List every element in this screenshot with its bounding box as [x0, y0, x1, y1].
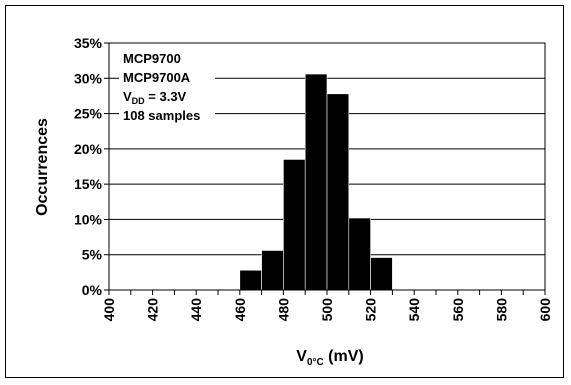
histogram-bar — [304, 73, 328, 291]
annotation-block: MCP9700 MCP9700A VDD = 3.3V 108 samples — [119, 45, 215, 127]
histogram-bar — [283, 159, 306, 291]
histogram-bars — [239, 73, 393, 291]
y-tick-label: 35% — [74, 35, 103, 51]
x-tick-label: 540 — [406, 298, 422, 322]
axes — [104, 42, 546, 295]
x-tick-label: 500 — [319, 298, 335, 322]
y-tick-label: 5% — [82, 247, 103, 263]
annotation-background — [119, 45, 215, 127]
histogram-bar — [261, 250, 284, 291]
x-tick-label: 520 — [363, 298, 379, 322]
y-tick-labels: 0% 5% 10% 15% 20% 25% 30% 35% — [74, 35, 103, 298]
x-tick-label: 580 — [493, 298, 509, 322]
x-tick-label: 480 — [275, 298, 291, 322]
x-tick-label: 400 — [101, 298, 117, 322]
x-tick-label: 420 — [145, 298, 161, 322]
y-tick-label: 30% — [74, 70, 103, 86]
x-tick-label: 600 — [537, 298, 553, 322]
y-tick-label: 25% — [74, 106, 103, 122]
histogram-bar — [348, 217, 371, 291]
x-tick-label: 440 — [188, 298, 204, 322]
y-tick-label: 0% — [82, 282, 103, 298]
y-axis-title: Occurrences — [34, 118, 51, 216]
annotation-line-4: 108 samples — [123, 108, 200, 123]
histogram-bar — [370, 257, 393, 291]
y-tick-label: 10% — [74, 211, 103, 227]
annotation-line-3: VDD = 3.3V — [123, 89, 187, 106]
annotation-line-1: MCP9700 — [123, 51, 181, 66]
annotation-line-2: MCP9700A — [123, 70, 191, 85]
histogram-bar — [239, 269, 262, 291]
x-tick-label: 460 — [232, 298, 248, 322]
x-axis-title: V0°C (mV) — [296, 348, 363, 368]
y-tick-label: 15% — [74, 176, 103, 192]
x-tick-label: 560 — [450, 298, 466, 322]
x-tick-labels: 400 420 440 460 480 500 520 540 560 580 600 — [101, 298, 553, 322]
histogram-bar — [326, 93, 350, 291]
y-tick-label: 20% — [74, 141, 103, 157]
